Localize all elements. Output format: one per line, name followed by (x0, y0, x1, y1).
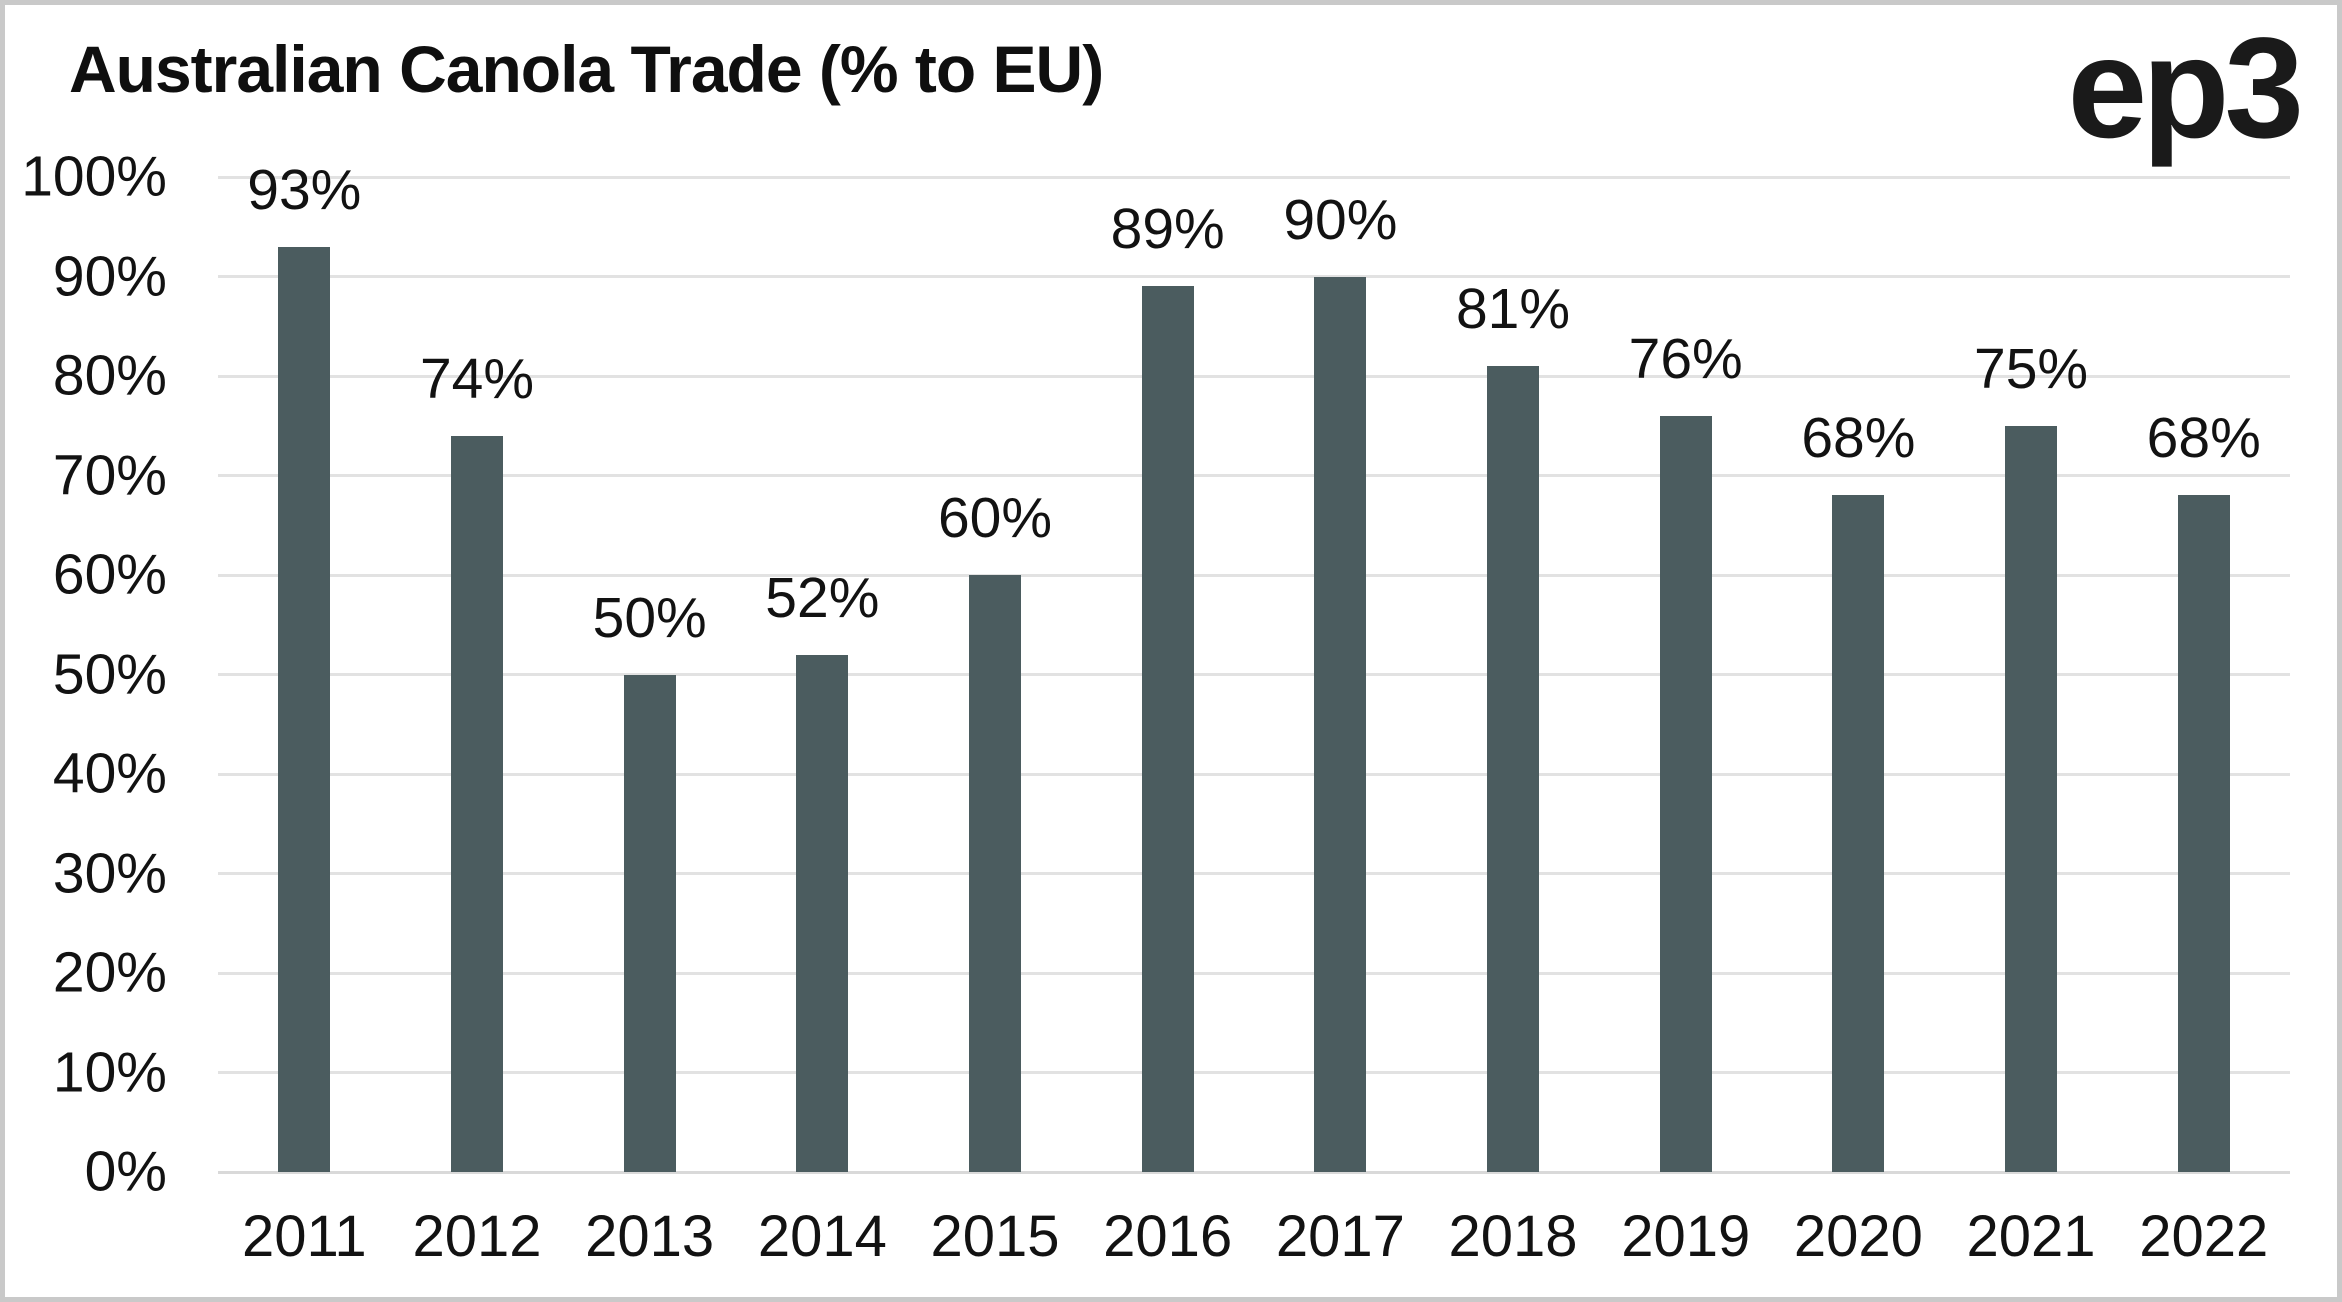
bar-2011 (278, 246, 331, 1172)
y-tick-label-80pct: 80% (52, 343, 167, 408)
x-tick-label-2018: 2018 (1448, 1204, 1578, 1269)
bar-2015 (969, 575, 1022, 1172)
value-label-2020: 68% (1801, 406, 1916, 471)
value-label-2017: 90% (1283, 187, 1398, 252)
x-tick-label-2014: 2014 (757, 1204, 887, 1269)
x-tick-label-2020: 2020 (1793, 1204, 1923, 1269)
gridline-70pct (218, 474, 2290, 477)
y-tick-label-10pct: 10% (52, 1040, 167, 1104)
gridline-80pct (218, 374, 2290, 378)
gridline-100pct (218, 175, 2290, 179)
bar-2016 (1141, 286, 1194, 1172)
gridline-30pct (218, 872, 2290, 875)
bar-2020 (1832, 495, 1885, 1172)
y-tick-label-90pct: 90% (52, 244, 167, 308)
bar-slot-2021: 75% (1945, 177, 2118, 1172)
bar-2017 (1314, 276, 1367, 1172)
value-label-2019: 76% (1628, 326, 1743, 391)
bar-slot-2015: 60% (909, 177, 1082, 1172)
bars-group: 93% 74% 50% 52% 60% 89% 90% 81% 76% 68% 75% 68% (218, 161, 2290, 1172)
x-tick-label-2012: 2012 (412, 1204, 542, 1269)
x-axis-labels: 2011 2012 2013 2014 2015 2016 2017 2018 2019 2020… (218, 1208, 2290, 1266)
bar-slot-2020: 68% (1772, 177, 1945, 1172)
bar-2022 (2177, 495, 2230, 1172)
y-tick-label-60pct: 60% (52, 542, 167, 607)
gridline-10pct (218, 1071, 2290, 1074)
bar-slot-2022: 68% (2117, 177, 2290, 1172)
y-tick-label-100pct: 100% (21, 144, 167, 209)
gridline-20pct (218, 971, 2290, 975)
bar-2014 (796, 654, 849, 1172)
y-tick-label-30pct: 30% (52, 841, 167, 905)
x-tick-label-2021: 2021 (1966, 1204, 2096, 1269)
y-tick-label-70pct: 70% (52, 443, 167, 507)
bar-slot-2013: 50% (563, 177, 736, 1172)
bar-slot-2012: 74% (391, 177, 564, 1172)
value-label-2012: 74% (419, 346, 535, 411)
x-tick-label-2011: 2011 (241, 1204, 367, 1269)
bar-2021 (2005, 425, 2058, 1172)
x-tick-label-2022: 2022 (2139, 1204, 2269, 1269)
plot-area: 93% 74% 50% 52% 60% 89% 90% 81% 76% 68% 75% 68% (218, 161, 2290, 1174)
gridline-50pct (218, 673, 2290, 676)
y-tick-label-50pct: 50% (52, 642, 167, 706)
x-tick-label-2017: 2017 (1275, 1204, 1405, 1269)
gridline-60pct (218, 573, 2290, 577)
bar-slot-2014: 52% (736, 177, 909, 1172)
value-label-2016: 89% (1110, 197, 1225, 262)
y-tick-label-20pct: 20% (52, 940, 167, 1005)
x-tick-label-2016: 2016 (1103, 1204, 1233, 1269)
y-tick-label-0pct: 0% (84, 1139, 167, 1204)
value-label-2015: 60% (937, 486, 1053, 550)
value-label-2022: 68% (2146, 406, 2261, 471)
bar-2013 (623, 674, 676, 1172)
gridline-0pct (218, 1170, 2290, 1174)
bar-slot-2017: 90% (1254, 177, 1427, 1172)
bar-slot-2019: 76% (1599, 177, 1772, 1172)
bar-slot-2016: 89% (1081, 177, 1254, 1172)
value-label-2014: 52% (765, 565, 880, 630)
x-tick-label-2015: 2015 (930, 1204, 1060, 1269)
value-label-2018: 81% (1455, 277, 1571, 342)
bar-slot-2018: 81% (1427, 177, 1600, 1172)
x-tick-label-2013: 2013 (585, 1204, 715, 1269)
chart-title: Australian Canola Trade (% to EU) (69, 32, 1104, 106)
x-tick-label-2019: 2019 (1621, 1204, 1751, 1269)
value-label-2013: 50% (592, 585, 707, 650)
bar-2019 (1659, 415, 1712, 1172)
value-label-2011: 93% (247, 157, 362, 222)
bar-2018 (1487, 366, 1540, 1172)
gridline-40pct (218, 772, 2290, 776)
y-axis-labels: 0% 10% 20% 30% 40% 50% 60% 70% 80% 90% 100% (5, 148, 167, 1200)
gridline-90pct (218, 275, 2290, 278)
bar-2012 (451, 435, 503, 1172)
y-tick-label-40pct: 40% (52, 741, 167, 806)
bar-slot-2011: 93% (218, 161, 391, 1172)
value-label-2021: 75% (1974, 336, 2089, 401)
ep3-logo: ep3 (2067, 9, 2304, 168)
